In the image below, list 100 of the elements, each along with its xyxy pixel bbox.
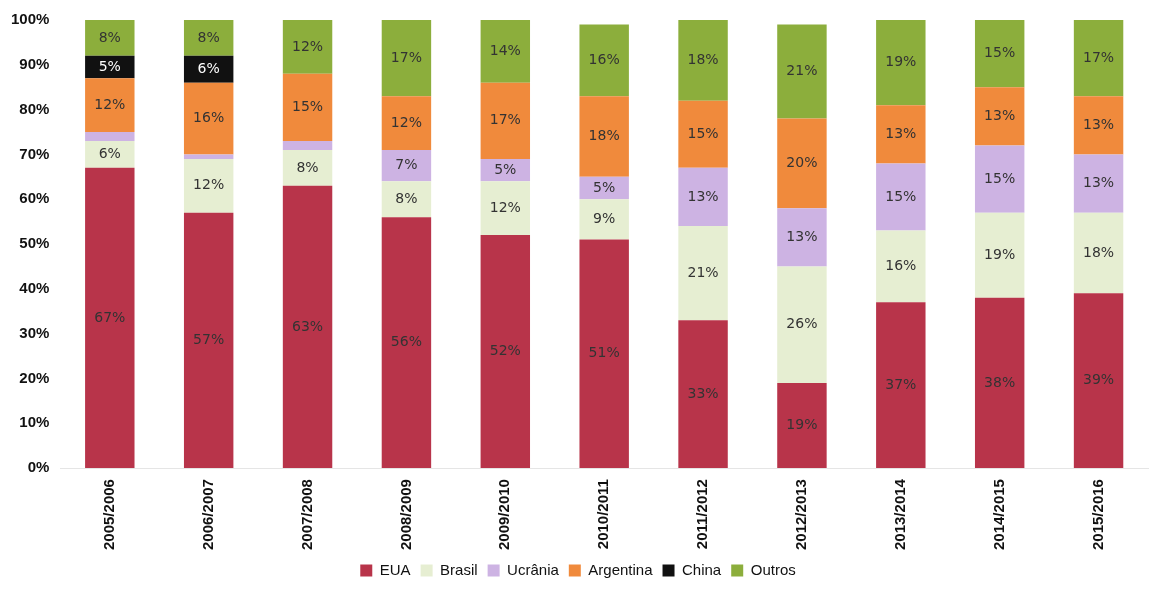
- x-tick-label: 2006/2007: [198, 479, 216, 550]
- data-label: 15%: [885, 187, 917, 204]
- data-label: 51%: [588, 344, 620, 361]
- bar: [381, 20, 432, 97]
- data-label: 20%: [786, 154, 818, 171]
- data-label: 12%: [193, 176, 225, 193]
- bar: [183, 212, 234, 469]
- data-label: 18%: [687, 50, 719, 67]
- data-label: 57%: [193, 331, 225, 348]
- bar: [282, 20, 333, 74]
- data-label: 56%: [390, 333, 422, 350]
- bar: [579, 96, 629, 177]
- data-label: 13%: [1083, 115, 1115, 132]
- data-label: 13%: [1083, 174, 1115, 191]
- bar: [876, 20, 926, 106]
- data-label: 8%: [296, 158, 319, 175]
- data-label: 21%: [687, 263, 719, 280]
- data-label: 16%: [885, 257, 917, 274]
- x-tick-label: 2013/2014: [890, 478, 908, 550]
- bar: [381, 181, 432, 218]
- data-label: 12%: [489, 198, 521, 215]
- bar: [974, 20, 1025, 88]
- data-label: 17%: [489, 111, 521, 128]
- bar: [876, 230, 926, 303]
- data-label: 38%: [984, 373, 1016, 390]
- y-tick-label: 70%: [19, 144, 50, 162]
- data-label: 8%: [395, 189, 418, 206]
- data-label: 37%: [885, 375, 917, 392]
- data-label: 7%: [395, 156, 418, 173]
- y-tick-label: 30%: [19, 323, 50, 341]
- y-tick-label: 10%: [19, 413, 50, 431]
- bar: [777, 382, 827, 469]
- bar: [85, 20, 135, 56]
- data-label: 67%: [94, 308, 126, 325]
- bar: [381, 149, 432, 182]
- bar: [777, 266, 827, 383]
- data-label: 5%: [593, 178, 616, 195]
- x-tick-label: 2015/2016: [1088, 479, 1106, 550]
- bar: [85, 167, 135, 469]
- bar: [480, 82, 531, 159]
- bar: [876, 163, 926, 231]
- data-label: 52%: [489, 342, 521, 359]
- bar: [1073, 96, 1124, 155]
- bar: [183, 82, 234, 155]
- bar: [480, 235, 531, 469]
- bar: [1073, 293, 1124, 469]
- bar: [678, 100, 728, 168]
- data-label: 39%: [1083, 371, 1115, 388]
- bar: [974, 297, 1025, 469]
- bar: [974, 87, 1025, 146]
- x-tick-label: 2008/2009: [396, 479, 414, 550]
- bar: [974, 145, 1025, 213]
- x-tick-label: 2007/2008: [297, 479, 315, 550]
- data-label: 17%: [390, 48, 422, 65]
- bar: [974, 212, 1025, 298]
- x-tick-label: 2009/2010: [495, 479, 513, 550]
- bar: [480, 181, 531, 236]
- y-tick-label: 100%: [10, 10, 50, 28]
- data-label: 19%: [786, 416, 818, 433]
- data-label: 16%: [588, 50, 620, 67]
- y-tick-label: 40%: [19, 279, 50, 296]
- bar: [876, 105, 926, 164]
- data-label: 6%: [98, 145, 121, 162]
- data-label: 16%: [193, 109, 225, 126]
- bar: [282, 73, 333, 141]
- bar: [579, 199, 629, 240]
- x-tick-label: 2012/2013: [792, 479, 810, 550]
- bar: [381, 96, 432, 150]
- data-label: 13%: [885, 124, 917, 141]
- legend-label: EUA: [379, 560, 411, 578]
- data-label: 9%: [593, 210, 616, 227]
- data-label: 13%: [984, 106, 1016, 123]
- data-label: 18%: [1083, 243, 1115, 260]
- bar: [1073, 20, 1124, 97]
- bar: [183, 158, 234, 213]
- bar: [282, 149, 333, 186]
- x-tick-label: 2011/2012: [693, 479, 711, 550]
- x-tick-label: 2010/2011: [594, 479, 612, 550]
- bar: [183, 154, 234, 159]
- data-label: 8%: [197, 28, 220, 45]
- bar: [579, 239, 629, 469]
- data-label: 15%: [984, 169, 1016, 186]
- data-label: 12%: [291, 37, 324, 54]
- bar: [579, 24, 629, 97]
- data-label: 17%: [1083, 48, 1115, 65]
- y-tick-label: 50%: [19, 234, 50, 252]
- data-label: 21%: [786, 62, 818, 79]
- bar: [777, 118, 827, 209]
- bar: [678, 20, 728, 101]
- data-label: 12%: [390, 113, 422, 130]
- data-label: 13%: [786, 227, 818, 244]
- data-label: 6%: [197, 59, 220, 76]
- data-label: 15%: [291, 98, 324, 115]
- data-label: 13%: [687, 187, 719, 204]
- data-label: 19%: [885, 53, 917, 70]
- data-label: 8%: [98, 28, 121, 45]
- bar: [85, 78, 135, 133]
- data-label: 5%: [494, 160, 517, 177]
- bar: [282, 140, 333, 150]
- legend-label: China: [682, 560, 722, 578]
